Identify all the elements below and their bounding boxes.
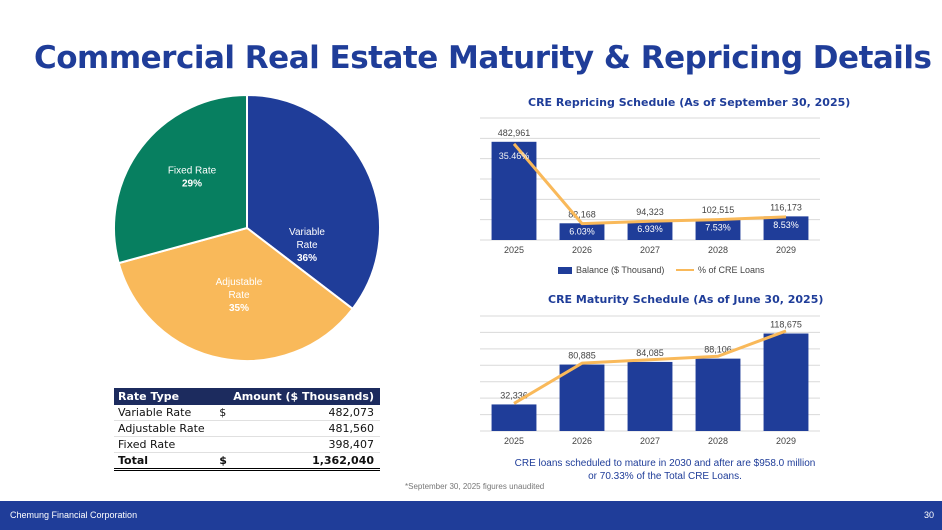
amount-cell: 398,407 [237, 436, 380, 453]
line-percent-label: 6.03% [569, 227, 595, 237]
x-tick-label: 2027 [640, 245, 660, 255]
bar [491, 141, 537, 240]
currency-cell [217, 436, 238, 453]
pie-slice-label: Fixed Rate [168, 166, 217, 177]
table-total-row: Total $ 1,362,040 [114, 452, 380, 471]
currency-cell [217, 420, 238, 437]
line-percent-label: 35.46% [499, 151, 530, 161]
bar-value-label: 118,675 [770, 320, 802, 330]
pie-slice [113, 93, 248, 265]
x-tick-label: 2025 [504, 436, 524, 446]
bar [763, 333, 809, 431]
page-title: Commercial Real Estate Maturity & Repric… [34, 40, 932, 76]
bar [627, 220, 673, 240]
line-percent-label: 7.53% [705, 223, 731, 233]
total-label-cell: Total [114, 452, 218, 471]
pie-percent-label: 36% [297, 253, 317, 264]
line-percent-label: 8.53% [773, 220, 799, 230]
amount-cell: 481,560 [237, 420, 380, 437]
maturity-note: CRE loans scheduled to mature in 2030 an… [514, 458, 816, 482]
legend-swatch-line [676, 269, 694, 271]
bar-value-label: 116,173 [770, 202, 802, 212]
x-tick-label: 2028 [708, 245, 728, 255]
bar [695, 219, 741, 240]
bar [695, 358, 741, 431]
repricing-chart-title: CRE Repricing Schedule (As of September … [528, 96, 851, 109]
bar [559, 364, 605, 431]
bar-value-label: 84,085 [636, 348, 664, 358]
bar-value-label: 482,961 [498, 128, 531, 138]
legend-item-percent: % of CRE Loans [676, 265, 765, 275]
maturity-chart-title: CRE Maturity Schedule (As of June 30, 20… [548, 293, 824, 306]
rate-type-cell: Adjustable Rate [114, 420, 218, 437]
page-number: 30 [923, 510, 934, 520]
legend-label-percent: % of CRE Loans [698, 265, 765, 275]
unaudited-footnote: *September 30, 2025 figures unaudited [405, 482, 545, 491]
currency-cell: $ [217, 452, 238, 471]
legend-swatch-bar [558, 266, 572, 274]
bar-value-label: 80,885 [568, 351, 596, 361]
bar [491, 404, 537, 431]
bar-value-label: 102,515 [702, 205, 735, 215]
pie-percent-label: 35% [229, 303, 249, 314]
bar [559, 223, 605, 240]
bar-value-label: 94,323 [636, 207, 664, 217]
bar-value-label: 82,168 [568, 209, 596, 219]
legend-item-balance: Balance ($ Thousand) [558, 265, 664, 275]
footer-bar: Chemung Financial Corporation 30 [0, 501, 942, 530]
x-tick-label: 2027 [640, 436, 660, 446]
pie-slice-label: Variable [289, 227, 325, 238]
repricing-schedule-chart: 482,961 2025 82,168 2026 94,323 2027 102,515 20… [480, 117, 820, 255]
x-tick-label: 2026 [572, 436, 592, 446]
currency-cell: $ [217, 405, 238, 421]
percent-line [513, 329, 787, 405]
header-amount: Amount ($ Thousands) [217, 388, 380, 405]
header-rate-type: Rate Type [114, 388, 218, 405]
percent-line [512, 142, 787, 226]
maturity-schedule-chart: 32,336 2025 80,885 2026 84,085 2027 88,106 2028… [480, 315, 820, 446]
legend-label-balance: Balance ($ Thousand) [576, 265, 665, 275]
bar-value-label: 32,336 [500, 390, 528, 400]
bar [763, 216, 809, 240]
pie-slice-label: Rate [296, 240, 318, 251]
rate-type-table: Rate Type Amount ($ Thousands) Variable … [114, 388, 380, 471]
total-amount-cell: 1,362,040 [237, 452, 380, 471]
table-row: Variable Rate $ 482,073 [114, 405, 380, 421]
table-header-row: Rate Type Amount ($ Thousands) [114, 388, 380, 405]
pie-slice-label: Rate [228, 290, 250, 301]
table-row: Adjustable Rate 481,560 [114, 420, 380, 437]
x-tick-label: 2026 [572, 245, 592, 255]
x-tick-label: 2029 [776, 245, 796, 255]
pie-slice-label: Adjustable [216, 277, 263, 288]
rate-type-pie-chart: Variable Rate 36% Adjustable Rate 35% Fixed Ra… [113, 93, 381, 362]
x-tick-label: 2028 [708, 436, 728, 446]
line-percent-label: 6.93% [637, 224, 663, 234]
x-tick-label: 2025 [504, 245, 524, 255]
pie-slice [246, 93, 381, 311]
table-row: Fixed Rate 398,407 [114, 436, 380, 453]
pie-slice [117, 226, 355, 362]
x-tick-label: 2029 [776, 436, 796, 446]
rate-type-cell: Fixed Rate [114, 436, 218, 453]
footer-company: Chemung Financial Corporation [10, 510, 138, 520]
bar-value-label: 88,106 [704, 345, 732, 355]
bar [627, 361, 673, 431]
pie-percent-label: 29% [182, 179, 202, 190]
rate-type-cell: Variable Rate [114, 405, 218, 421]
amount-cell: 482,073 [237, 405, 380, 421]
